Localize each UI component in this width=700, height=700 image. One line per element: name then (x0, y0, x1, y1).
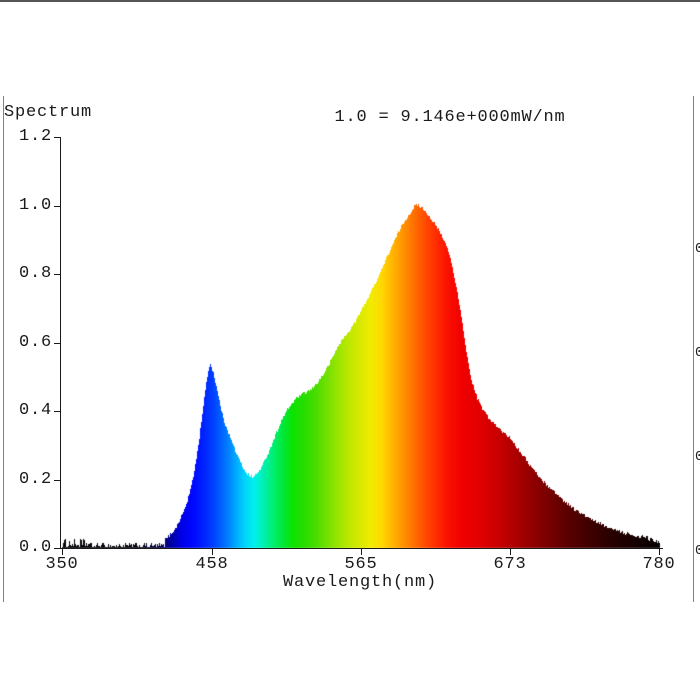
x-tick-673 (510, 549, 511, 555)
y-tick-label-0.6: 0.6 (18, 333, 52, 352)
y-tick-1p0 (54, 206, 60, 207)
y-tick-label-1.2: 1.2 (18, 127, 52, 146)
x-tick-565 (361, 549, 362, 555)
y-tick-label-0.4: 0.4 (18, 401, 52, 420)
panel-border-left (3, 96, 4, 602)
panel-border-bottom (0, 0, 700, 2)
clipped-right-label-1: 0 (695, 241, 700, 257)
y-tick-0p4 (54, 411, 60, 412)
x-tick-350 (62, 549, 63, 555)
clipped-right-label-3: 0 (695, 449, 700, 465)
x-axis-title: Wavelength(nm) (282, 573, 438, 592)
clipped-right-label-2: 0 (695, 345, 700, 361)
x-tick-label-458: 458 (195, 555, 229, 574)
x-tick-780 (659, 549, 660, 555)
y-tick-label-1.0: 1.0 (18, 196, 52, 215)
y-tick-label-0.2: 0.2 (18, 470, 52, 489)
x-tick-label-565: 565 (344, 555, 378, 574)
y-tick-0p8 (54, 274, 60, 275)
x-tick-label-350: 350 (45, 555, 79, 574)
spectrum-area-plot (0, 0, 700, 560)
x-tick-label-673: 673 (493, 555, 527, 574)
x-axis-baseline (60, 548, 663, 549)
y-tick-0p6 (54, 343, 60, 344)
y-tick-0p0 (54, 548, 60, 549)
x-tick-458 (212, 549, 213, 555)
x-tick-label-780: 780 (642, 555, 676, 574)
y-tick-label-0.0: 0.0 (18, 538, 52, 557)
clipped-right-label-4: 0 (695, 543, 700, 559)
panel-border-right (693, 96, 694, 602)
y-tick-label-0.8: 0.8 (18, 264, 52, 283)
chart-title: Spectrum (4, 103, 93, 122)
y-tick-0p2 (54, 480, 60, 481)
scale-annotation: 1.0 = 9.146e+000mW/nm (334, 108, 566, 127)
y-axis-spine (60, 137, 61, 549)
y-tick-1p2 (54, 137, 60, 138)
